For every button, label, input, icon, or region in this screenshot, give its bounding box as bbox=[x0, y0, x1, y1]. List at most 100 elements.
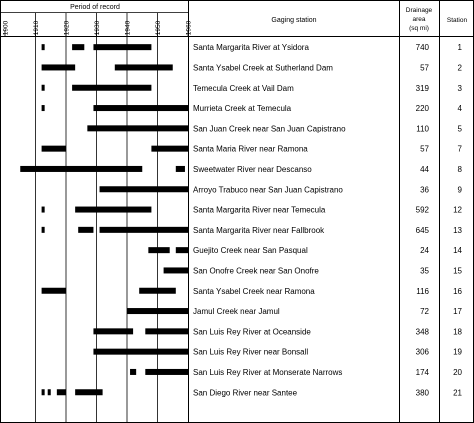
station-name: San Diego River near Santee bbox=[193, 388, 298, 397]
year-tick-label: 1950 bbox=[155, 20, 162, 35]
station-number: 14 bbox=[453, 246, 462, 255]
station-number: 8 bbox=[458, 165, 463, 174]
station-name: Santa Ysabel Creek at Sutherland Dam bbox=[193, 63, 333, 72]
record-bar bbox=[41, 287, 66, 294]
station-name: Santa Maria River near Ramona bbox=[193, 145, 308, 154]
year-tick-label: 1930 bbox=[94, 20, 101, 35]
station-name: San Luis Rey River at Oceanside bbox=[193, 327, 311, 336]
drainage-area-value: 319 bbox=[416, 84, 430, 93]
station-number: 3 bbox=[458, 84, 463, 93]
station-number: 16 bbox=[453, 287, 462, 296]
record-bar bbox=[127, 308, 188, 315]
record-bar bbox=[175, 247, 188, 254]
record-bar bbox=[99, 186, 188, 193]
station-name: Santa Ysabel Creek near Ramona bbox=[193, 287, 315, 296]
record-bar bbox=[130, 368, 137, 375]
station-number: 17 bbox=[453, 307, 462, 316]
station-name: Guejito Creek near San Pasqual bbox=[193, 246, 308, 255]
record-bar bbox=[72, 44, 85, 51]
year-tick-label: 1900 bbox=[3, 20, 10, 35]
record-bar bbox=[175, 165, 185, 172]
station-name: Santa Margarita River near Fallbrook bbox=[193, 226, 325, 235]
station-name: Sweetwater River near Descanso bbox=[193, 165, 312, 174]
station-name: Santa Margarita River near Temecula bbox=[193, 206, 326, 215]
record-bar bbox=[163, 267, 188, 274]
drainage-area-value: 24 bbox=[420, 246, 429, 255]
station-number: 13 bbox=[453, 226, 462, 235]
record-bar bbox=[93, 44, 152, 51]
record-bar bbox=[145, 328, 188, 335]
record-bar bbox=[114, 64, 173, 71]
record-bar bbox=[41, 206, 45, 213]
record-bar bbox=[87, 125, 188, 132]
station-name: Temecula Creek at Vail Dam bbox=[193, 84, 294, 93]
record-bar bbox=[93, 105, 188, 112]
record-bar bbox=[41, 84, 45, 91]
station-name: Murrieta Creek at Temecula bbox=[193, 104, 292, 113]
drainage-area-value: 348 bbox=[416, 327, 430, 336]
station-number: 4 bbox=[458, 104, 463, 113]
record-bar bbox=[75, 389, 103, 396]
drainage-area-value: 740 bbox=[416, 43, 430, 52]
period-of-record-label: Period of record bbox=[70, 4, 120, 11]
record-bar bbox=[41, 145, 66, 152]
year-tick-label: 1920 bbox=[64, 20, 71, 35]
station-name: San Luis Rey River near Bonsall bbox=[193, 348, 308, 357]
record-bar bbox=[72, 84, 152, 91]
station-number: 2 bbox=[458, 63, 463, 72]
drainage-area-value: 380 bbox=[416, 388, 430, 397]
drainage-area-value: 174 bbox=[416, 368, 430, 377]
station-name: Santa Margarita River at Ysidora bbox=[193, 43, 309, 52]
year-tick-label: 1940 bbox=[125, 20, 132, 35]
record-bar bbox=[93, 328, 134, 335]
drainage-area-value: 592 bbox=[416, 206, 430, 215]
gaging-station-header: Gaging station bbox=[271, 17, 316, 24]
record-bar bbox=[145, 368, 188, 375]
drainage-area-value: 306 bbox=[416, 348, 430, 357]
record-bar bbox=[139, 287, 176, 294]
station-number: 7 bbox=[458, 145, 463, 154]
station-name: San Luis Rey River at Monserate Narrows bbox=[193, 368, 342, 377]
drainage-area-header-line2: area bbox=[412, 16, 425, 23]
year-tick-label: 1960 bbox=[186, 20, 193, 35]
drainage-area-value: 35 bbox=[420, 266, 429, 275]
record-bar bbox=[47, 389, 51, 396]
station-number: 15 bbox=[453, 266, 462, 275]
drainage-area-value: 57 bbox=[420, 145, 429, 154]
drainage-area-value: 44 bbox=[420, 165, 429, 174]
record-bar bbox=[151, 145, 188, 152]
drainage-area-value: 116 bbox=[416, 287, 429, 296]
station-number: 9 bbox=[458, 185, 463, 194]
record-bar bbox=[41, 226, 45, 233]
record-bar bbox=[41, 44, 45, 51]
station-number: 18 bbox=[453, 327, 462, 336]
drainage-area-value: 645 bbox=[416, 226, 430, 235]
station-number: 12 bbox=[453, 206, 462, 215]
record-bar bbox=[78, 226, 94, 233]
station-number: 1 bbox=[458, 43, 463, 52]
station-name: Jamul Creek near Jamul bbox=[193, 307, 280, 316]
record-bar bbox=[41, 389, 45, 396]
station-number: 21 bbox=[453, 388, 462, 397]
drainage-area-value: 72 bbox=[420, 307, 429, 316]
drainage-area-value: 110 bbox=[416, 124, 429, 133]
drainage-area-header-line3: (sq mi) bbox=[409, 25, 429, 32]
drainage-area-value: 220 bbox=[416, 104, 430, 113]
record-bar bbox=[75, 206, 152, 213]
station-name: Arroyo Trabuco near San Juan Capistrano bbox=[193, 185, 343, 194]
record-bar bbox=[148, 247, 170, 254]
record-bar bbox=[41, 64, 76, 71]
drainage-area-value: 57 bbox=[420, 63, 429, 72]
drainage-area-header-line1: Drainage bbox=[406, 7, 433, 14]
record-bar bbox=[56, 389, 66, 396]
station-name: San Onofre Creek near San Onofre bbox=[193, 266, 319, 275]
record-bar bbox=[93, 348, 188, 355]
station-name: San Juan Creek near San Juan Capistrano bbox=[193, 124, 346, 133]
station-number: 20 bbox=[453, 368, 462, 377]
station-number: 19 bbox=[453, 348, 462, 357]
year-tick-label: 1910 bbox=[33, 20, 40, 35]
drainage-area-value: 36 bbox=[420, 185, 429, 194]
record-bar bbox=[20, 165, 143, 172]
record-bar bbox=[41, 105, 45, 112]
